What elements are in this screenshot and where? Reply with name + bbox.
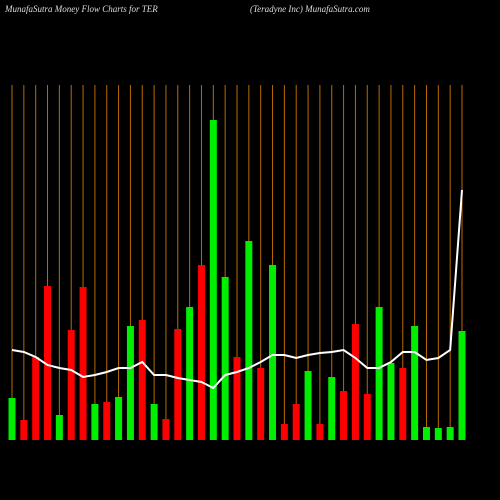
- bar: [197, 265, 205, 440]
- bar: [233, 357, 241, 440]
- bar: [292, 404, 300, 440]
- bar: [103, 402, 111, 440]
- bar: [375, 307, 383, 440]
- bar: [162, 419, 170, 440]
- bar: [221, 277, 229, 440]
- bar: [387, 363, 395, 440]
- bar: [434, 428, 442, 440]
- bar: [458, 331, 466, 440]
- bar: [32, 357, 40, 440]
- bar: [245, 241, 253, 440]
- bar: [304, 371, 312, 440]
- bar: [55, 415, 63, 440]
- bar: [269, 265, 277, 440]
- bar: [79, 287, 87, 440]
- bar: [328, 377, 336, 440]
- chart-subtitle: (Teradyne Inc) MunafaSutra.com: [250, 4, 370, 14]
- bar: [422, 427, 430, 440]
- bar: [126, 326, 134, 440]
- bar: [67, 330, 75, 440]
- bar: [411, 326, 419, 440]
- bar: [399, 368, 407, 440]
- bar: [44, 286, 52, 440]
- bar: [186, 307, 194, 440]
- bar: [363, 394, 371, 440]
- bar: [340, 391, 348, 440]
- bar: [209, 120, 217, 440]
- bar: [138, 320, 146, 440]
- bar: [115, 397, 123, 440]
- chart-title: MunafaSutra Money Flow Charts for TER: [4, 4, 158, 14]
- bar: [257, 368, 265, 440]
- bar: [150, 404, 158, 440]
- bar: [8, 398, 16, 440]
- money-flow-line: [11, 189, 463, 390]
- bar: [280, 424, 288, 440]
- bar: [174, 329, 182, 440]
- bar: [446, 427, 454, 440]
- bar: [20, 420, 28, 440]
- bar: [91, 404, 99, 440]
- bar: [316, 424, 324, 440]
- bar: [351, 324, 359, 440]
